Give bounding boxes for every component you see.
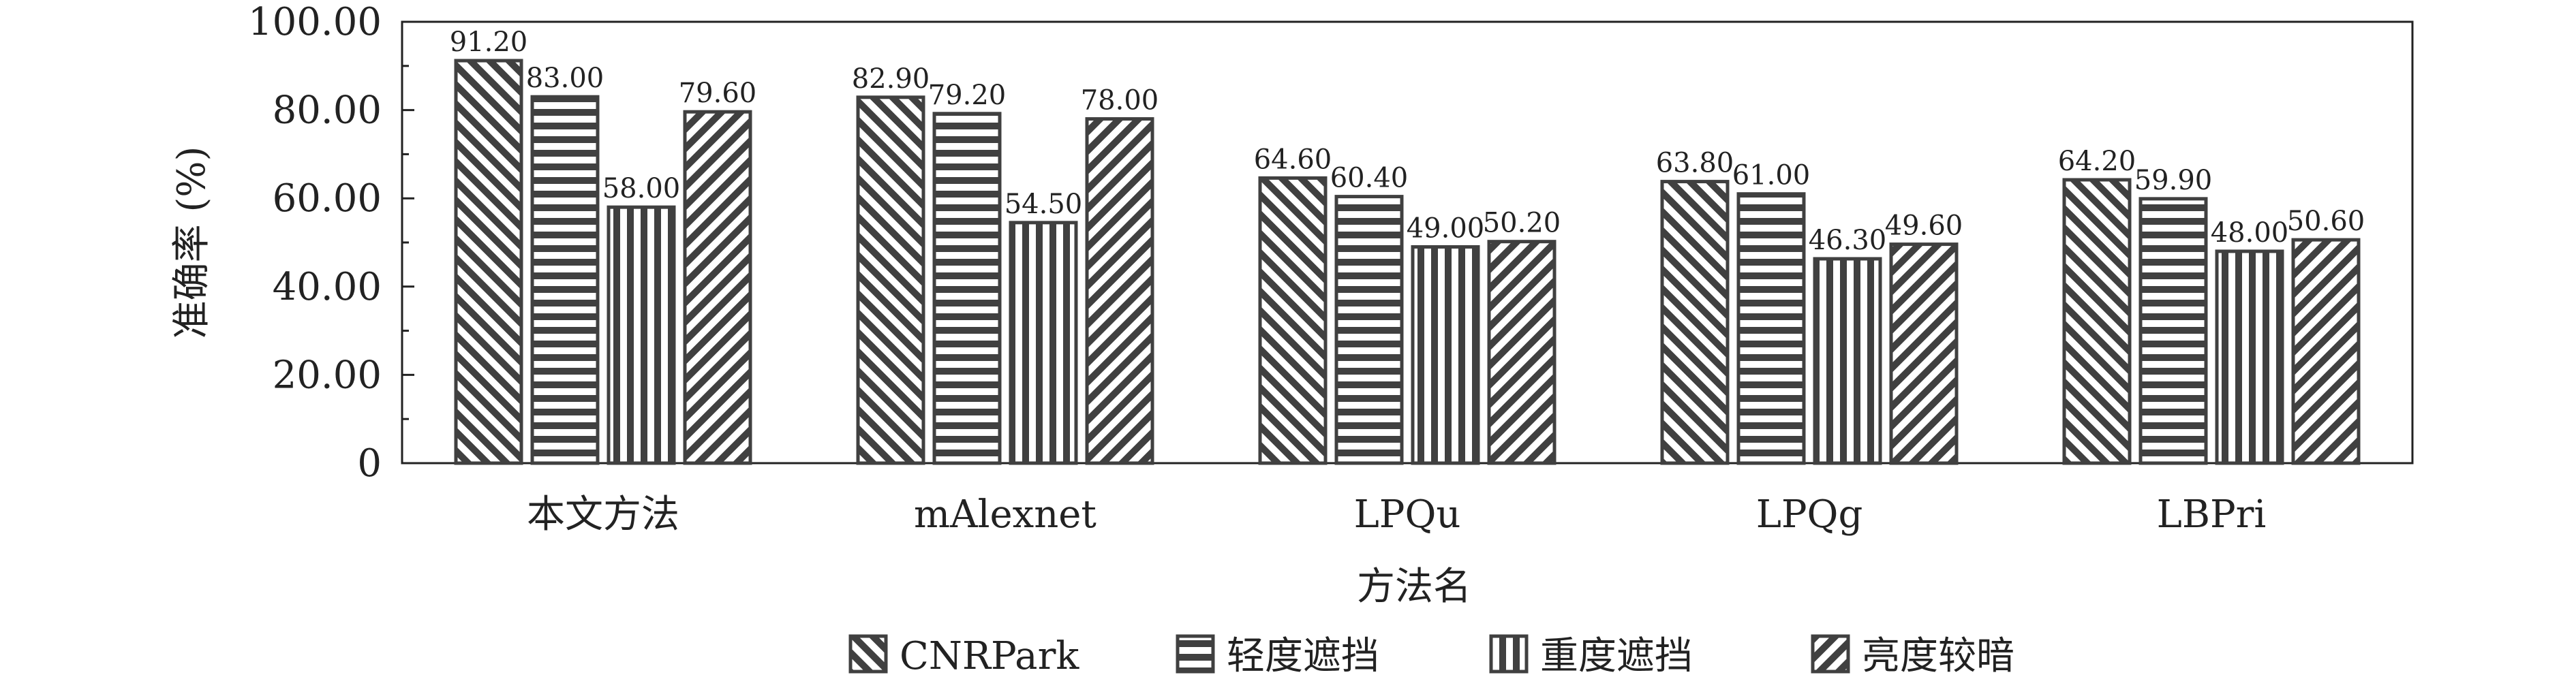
legend-label: 轻度遮挡	[1227, 634, 1379, 678]
data-label: 83.00	[526, 63, 604, 94]
legend-label: 亮度较暗	[1862, 634, 2014, 678]
bar-2-3	[1334, 195, 1404, 465]
legend-swatch	[848, 634, 888, 674]
y-tick-label: 40.00	[273, 265, 382, 309]
x-axis: 本文方法 mAlexnet LPQu LPQg LBPri	[527, 492, 2266, 537]
y-tick-label: 60.00	[273, 176, 382, 221]
bar-3-2	[1009, 221, 1078, 465]
x-tick-label: LBPri	[2157, 492, 2267, 537]
data-label: 49.00	[1407, 213, 1485, 244]
bar-1-2	[856, 95, 925, 465]
bar-4-1	[683, 110, 752, 465]
legend-swatch	[1489, 634, 1529, 674]
x-tick-label: mAlexnet	[914, 492, 1097, 537]
legend-label: CNRPark	[900, 634, 1079, 678]
x-tick-label: LPQu	[1354, 492, 1461, 537]
data-label: 63.80	[1656, 148, 1734, 179]
data-label: 54.50	[1005, 189, 1083, 220]
bar-2-5	[2138, 197, 2208, 465]
legend-swatch	[1176, 634, 1215, 674]
bar-4-4	[1889, 242, 1959, 465]
bar-4-5	[2291, 238, 2361, 465]
legend-label: 重度遮挡	[1540, 634, 1693, 678]
y-tick-label: 20.00	[273, 353, 382, 397]
bar-4-2	[1085, 117, 1154, 465]
bar-2-1	[530, 95, 600, 465]
data-label: 59.90	[2134, 165, 2213, 196]
y-tick-label: 0	[357, 441, 382, 486]
y-tick-label: 80.00	[273, 89, 382, 133]
data-label: 82.90	[852, 63, 930, 95]
data-label: 50.20	[1483, 208, 1561, 239]
bar-3-5	[2215, 249, 2284, 465]
data-label: 49.60	[1885, 210, 1963, 242]
x-tick-label: LPQg	[1756, 492, 1863, 537]
data-label: 48.00	[2211, 217, 2289, 249]
data-label: 79.60	[679, 78, 757, 109]
bar-1-4	[1660, 180, 1730, 465]
data-label: 79.20	[928, 80, 1007, 111]
bar-2-4	[1736, 192, 1806, 465]
data-label: 58.00	[602, 173, 681, 204]
bar-3-3	[1411, 245, 1480, 465]
data-label: 61.00	[1732, 160, 1811, 191]
bar-3-4	[1813, 257, 1882, 465]
data-label: 78.00	[1081, 85, 1159, 116]
bar-4-3	[1487, 240, 1557, 465]
bar-3-1	[607, 205, 676, 465]
data-label: 91.20	[450, 27, 528, 58]
x-tick-label: 本文方法	[527, 492, 679, 537]
bars	[454, 59, 2361, 465]
legend: CNRPark 轻度遮挡 重度遮挡 亮度较暗	[848, 634, 2014, 678]
bar-1-3	[1258, 176, 1328, 465]
data-label: 64.20	[2058, 146, 2136, 177]
y-tick-label: 100.00	[248, 0, 382, 44]
data-label: 46.30	[1809, 225, 1887, 256]
y-axis: 0 20.00 40.00 60.00 80.00 100.00	[248, 0, 414, 486]
x-axis-title: 方法名	[1357, 565, 1471, 609]
legend-swatch	[1811, 634, 1850, 674]
data-label: 64.60	[1254, 144, 1332, 175]
bar-2-2	[932, 112, 1002, 465]
bar-1-5	[2062, 178, 2132, 465]
y-axis-title: 准确率 (%)	[170, 146, 214, 339]
bar-1-1	[454, 59, 523, 465]
data-label: 50.60	[2287, 206, 2365, 237]
data-label: 60.40	[1330, 163, 1409, 194]
